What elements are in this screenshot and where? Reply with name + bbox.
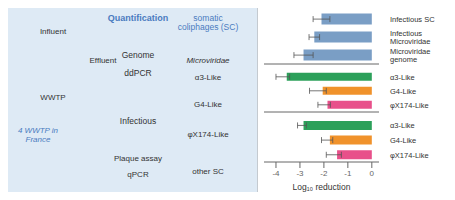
svg-text:α3-Like: α3-Like	[195, 73, 222, 82]
svg-text:Influent: Influent	[40, 27, 67, 36]
svg-text:-2: -2	[320, 169, 328, 178]
svg-text:Genome: Genome	[122, 50, 155, 60]
svg-text:Microviridaegenome: Microviridaegenome	[390, 47, 430, 64]
svg-text:G4-Like: G4-Like	[194, 100, 223, 109]
svg-text:φX174-Like: φX174-Like	[187, 130, 229, 139]
svg-text:α3-Like: α3-Like	[390, 73, 415, 82]
svg-text:φX174-Like: φX174-Like	[390, 150, 429, 159]
svg-text:-4: -4	[272, 169, 280, 178]
svg-text:Plaque assay: Plaque assay	[114, 154, 162, 163]
svg-text:Quantification: Quantification	[108, 13, 169, 23]
svg-text:Infectious: Infectious	[120, 116, 156, 126]
svg-text:-3: -3	[296, 169, 304, 178]
svg-text:somaticcoliphages (SC): somaticcoliphages (SC)	[178, 13, 239, 33]
svg-text:Infectious SC: Infectious SC	[390, 15, 435, 24]
svg-text:ddPCR: ddPCR	[124, 68, 151, 78]
svg-text:WWTP: WWTP	[40, 93, 65, 102]
svg-text:G4-Like: G4-Like	[390, 87, 416, 96]
svg-text:InfectiousMicroviridae: InfectiousMicroviridae	[390, 29, 430, 46]
svg-text:G4-Like: G4-Like	[390, 136, 416, 145]
svg-text:α3-Like: α3-Like	[390, 121, 415, 130]
svg-text:Effluent: Effluent	[90, 56, 118, 65]
svg-text:φX174-Like: φX174-Like	[390, 101, 429, 110]
svg-text:4 WWTP inFrance: 4 WWTP inFrance	[18, 126, 59, 144]
svg-text:other SC: other SC	[192, 167, 224, 176]
svg-text:qPCR: qPCR	[127, 170, 149, 179]
svg-text:-1: -1	[344, 169, 352, 178]
svg-text:0: 0	[370, 169, 375, 178]
svg-text:Microviridae: Microviridae	[186, 56, 230, 65]
svg-text:Log₁₀ reduction: Log₁₀ reduction	[293, 182, 351, 192]
